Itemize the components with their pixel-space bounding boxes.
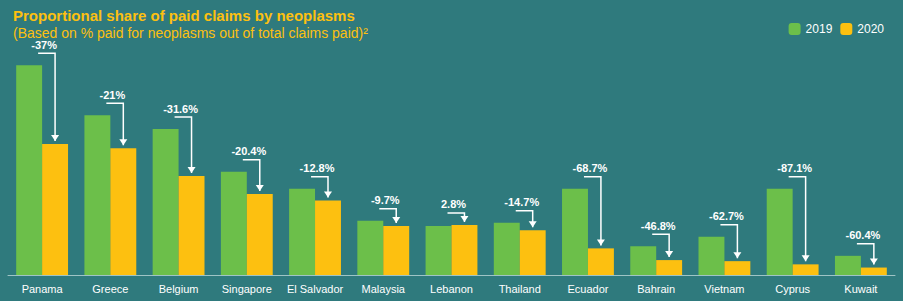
svg-text:Greece: Greece	[92, 283, 128, 295]
svg-text:-68.7%: -68.7%	[573, 162, 608, 174]
svg-text:2019: 2019	[806, 22, 833, 36]
svg-text:Kuwait: Kuwait	[844, 283, 877, 295]
svg-text:El Salvador: El Salvador	[287, 283, 344, 295]
svg-text:Thailand: Thailand	[499, 283, 541, 295]
svg-text:2020: 2020	[857, 22, 884, 36]
svg-text:-37%: -37%	[31, 39, 57, 51]
svg-text:-9.7%: -9.7%	[371, 194, 400, 206]
svg-text:Ecuador: Ecuador	[567, 283, 608, 295]
svg-text:-87.1%: -87.1%	[777, 162, 812, 174]
svg-text:-60.4%: -60.4%	[845, 229, 880, 241]
svg-text:-12.8%: -12.8%	[300, 162, 335, 174]
svg-text:Panama: Panama	[22, 283, 64, 295]
svg-text:Proportional share of paid cla: Proportional share of paid claims by neo…	[13, 7, 355, 24]
svg-text:Belgium: Belgium	[159, 283, 199, 295]
svg-text:-31.6%: -31.6%	[163, 103, 198, 115]
svg-text:Cyprus: Cyprus	[775, 283, 810, 295]
svg-text:-21%: -21%	[100, 89, 126, 101]
svg-text:Malaysia: Malaysia	[362, 283, 406, 295]
svg-text:-20.4%: -20.4%	[231, 145, 266, 157]
svg-text:(Based on % paid for neoplasms: (Based on % paid for neoplasms out of to…	[13, 25, 368, 41]
svg-text:Bahrain: Bahrain	[637, 283, 675, 295]
svg-text:Lebanon: Lebanon	[430, 283, 473, 295]
svg-text:2.8%: 2.8%	[441, 198, 466, 210]
svg-text:Singapore: Singapore	[222, 283, 272, 295]
svg-text:-62.7%: -62.7%	[709, 210, 744, 222]
svg-text:-14.7%: -14.7%	[504, 196, 539, 208]
svg-text:-46.8%: -46.8%	[641, 220, 676, 232]
svg-text:Vietnam: Vietnam	[704, 283, 744, 295]
